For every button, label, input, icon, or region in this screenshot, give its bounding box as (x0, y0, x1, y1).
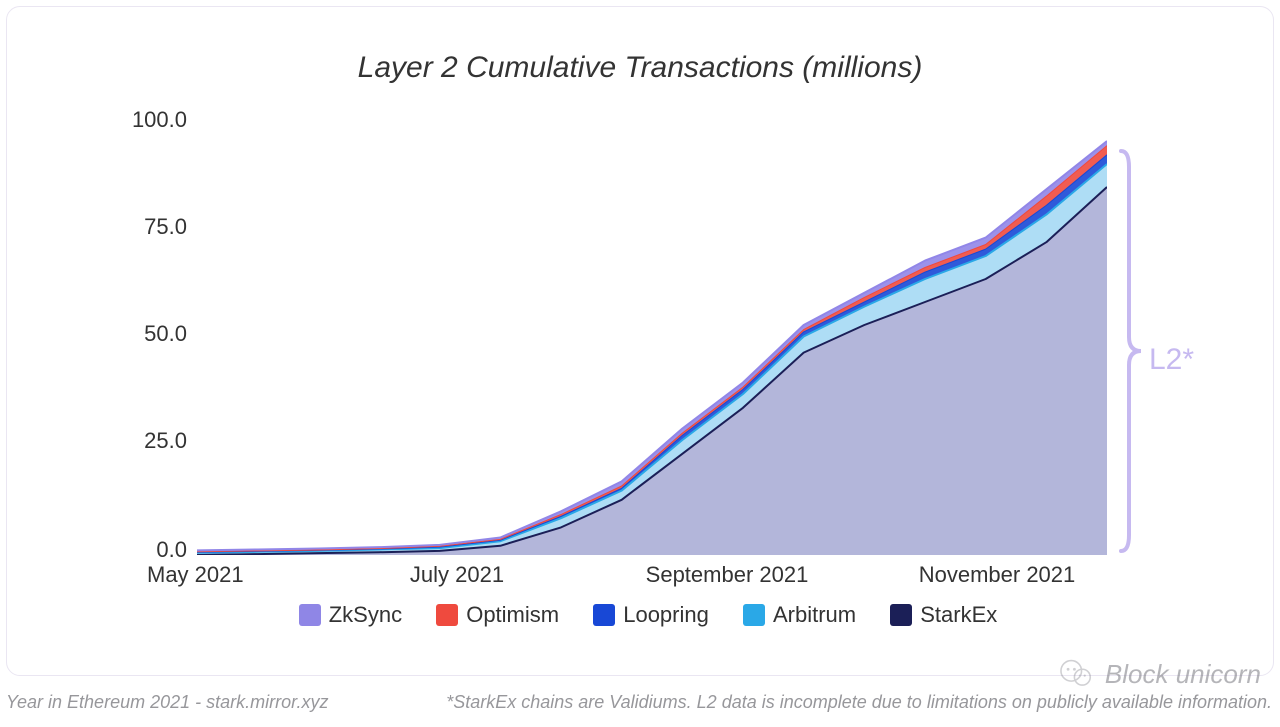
ytick-50: 50.0 (117, 321, 187, 347)
chart-card: Layer 2 Cumulative Transactions (million… (6, 6, 1274, 676)
legend-swatch-arbitrum (743, 604, 765, 626)
legend-label-starkex: StarkEx (920, 602, 997, 627)
xtick-may: May 2021 (147, 562, 287, 588)
legend-label-loopring: Loopring (623, 602, 709, 627)
xtick-nov: November 2021 (887, 562, 1107, 588)
watermark-text: Block unicorn (1105, 659, 1261, 690)
ytick-25: 25.0 (117, 428, 187, 454)
legend-label-arbitrum: Arbitrum (773, 602, 856, 627)
legend-swatch-optimism (436, 604, 458, 626)
area-starkex (197, 187, 1107, 555)
xtick-jul: July 2021 (377, 562, 537, 588)
legend-swatch-loopring (593, 604, 615, 626)
legend-swatch-starkex (890, 604, 912, 626)
legend-label-zksync: ZkSync (329, 602, 402, 627)
footnote-left: Year in Ethereum 2021 - stark.mirror.xyz (6, 692, 328, 713)
watermark: Block unicorn (1057, 655, 1261, 693)
bracket (1119, 147, 1143, 555)
legend: ZkSync Optimism Loopring Arbitrum StarkE… (7, 602, 1273, 628)
ytick-0: 0.0 (117, 537, 187, 563)
legend-swatch-zksync (299, 604, 321, 626)
footnote-right: *StarkEx chains are Validiums. L2 data i… (446, 692, 1272, 713)
bracket-label: L2* (1149, 343, 1194, 377)
ytick-100: 100.0 (117, 107, 187, 133)
xtick-sep: September 2021 (617, 562, 837, 588)
chart-title: Layer 2 Cumulative Transactions (million… (7, 51, 1273, 85)
ytick-75: 75.0 (117, 214, 187, 240)
wechat-icon (1057, 655, 1095, 693)
legend-label-optimism: Optimism (466, 602, 559, 627)
area-chart-svg (197, 95, 1107, 555)
